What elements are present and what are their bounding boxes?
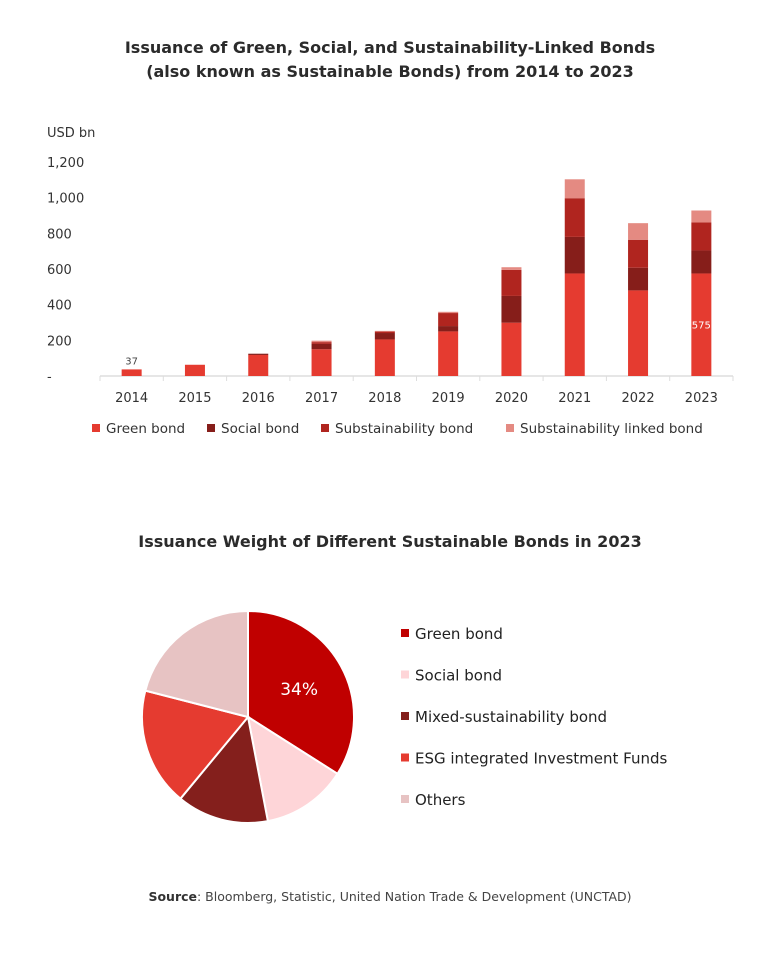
pie-label: 34%: [280, 680, 318, 700]
bar-2018-social-bond: [374, 333, 395, 340]
bar-2023-green-bond: [691, 273, 712, 376]
y-axis-label: USD bn: [47, 126, 95, 141]
bar-2017-social-bond: [311, 343, 332, 350]
y-tick-label: 1,200: [47, 156, 84, 171]
pie-slice-mixed-sustainability-bond: [179, 714, 270, 824]
bar-2016-green-bond: [248, 354, 269, 376]
x-tick-label: 2014: [115, 391, 148, 406]
y-tick-label: 400: [47, 299, 72, 314]
x-tick-label: 2018: [368, 391, 401, 406]
x-tick-label: 2020: [495, 391, 528, 406]
bar-chart-title: Issuance of Green, Social, and Sustainab…: [0, 36, 780, 84]
pie-chart-title: Issuance Weight of Different Sustainable…: [138, 532, 642, 551]
bar-2020-social-bond: [501, 295, 522, 323]
bar-2020-green-bond: [501, 322, 522, 376]
bar-2019-substainability-bond: [438, 313, 459, 327]
bar-2015-green-bond: [184, 364, 205, 376]
x-tick-label: 2016: [242, 391, 275, 406]
bar-2022-substainability-bond: [628, 239, 649, 268]
source-note: Source: Bloomberg, Statistic, United Nat…: [0, 889, 780, 904]
bar-2022-green-bond: [628, 290, 649, 376]
bar-2020-substainability-bond: [501, 269, 522, 296]
pie-legend-swatch: [401, 670, 409, 679]
bar-2023-substainability-linked-bond: [691, 210, 712, 223]
pie-slice-social-bond: [246, 714, 339, 823]
x-tick-label: 2017: [305, 391, 338, 406]
x-tick-label: 2015: [178, 391, 211, 406]
y-tick-label: 600: [47, 263, 72, 278]
bar-2016-social-bond: [248, 353, 269, 355]
bar-title-line2: (also known as Sustainable Bonds) from 2…: [146, 62, 634, 81]
pie-legend-swatch: [401, 753, 409, 762]
bar-2020-substainability-linked-bond: [501, 267, 522, 270]
legend-label-0: Green bond: [106, 421, 185, 437]
pie-legend-swatch: [401, 629, 409, 637]
legend-swatch: [506, 424, 514, 432]
bar-title-line1: Issuance of Green, Social, and Sustainab…: [124, 38, 656, 57]
bar-2019-substainability-linked-bond: [438, 311, 459, 314]
pie-slice-others: [144, 609, 249, 719]
x-tick-label: 2022: [622, 391, 655, 406]
bar-2021-substainability-bond: [564, 198, 585, 237]
data-label: 37: [125, 356, 138, 367]
x-tick-label: 2021: [558, 391, 591, 406]
y-tick-label: -: [47, 370, 52, 385]
legend-swatch: [92, 424, 100, 432]
pie-legend-label: Social bond: [415, 667, 502, 685]
bar-2017-substainability-bond: [311, 342, 332, 344]
legend-label-3: Substainability linked bond: [520, 421, 703, 437]
bar-2023-social-bond: [691, 250, 712, 274]
pie-legend-label: ESG integrated Investment Funds: [415, 750, 668, 768]
legend-swatch: [207, 424, 215, 432]
bar-2018-green-bond: [374, 339, 395, 376]
legend-swatch: [321, 424, 329, 432]
bar-2017-substainability-linked-bond: [311, 340, 332, 343]
bar-2021-social-bond: [564, 236, 585, 274]
pie-legend-label: Mixed-sustainability bond: [415, 708, 607, 726]
x-tick-label: 2023: [685, 391, 718, 406]
pie-legend-swatch: [401, 795, 409, 803]
legend-label-1: Social bond: [221, 421, 299, 437]
bar-2017-green-bond: [311, 349, 332, 376]
bar-2014-green-bond: [121, 369, 142, 376]
y-tick-label: 800: [47, 227, 72, 242]
bar-2022-social-bond: [628, 267, 649, 291]
pie-legend-swatch: [401, 712, 409, 720]
bar-2019-social-bond: [438, 326, 459, 332]
bar-2023-substainability-bond: [691, 222, 712, 251]
y-tick-label: 200: [47, 334, 72, 349]
source-label: Source: [148, 889, 197, 904]
x-tick-label: 2019: [432, 391, 465, 406]
pie-slice-esg-integrated-investment-funds: [141, 689, 250, 801]
data-label: 575: [692, 321, 711, 332]
bar-2019-green-bond: [438, 331, 459, 376]
pie-legend-label: Others: [415, 791, 466, 809]
source-text: : Bloomberg, Statistic, United Nation Tr…: [197, 889, 632, 904]
bar-2021-substainability-linked-bond: [564, 179, 585, 199]
y-tick-label: 1,000: [47, 192, 84, 207]
bar-2021-green-bond: [564, 273, 585, 376]
bar-2022-substainability-linked-bond: [628, 223, 649, 240]
pie-legend-label: Green bond: [415, 625, 503, 643]
bar-2018-substainability-bond: [374, 331, 395, 334]
bar-2018-substainability-linked-bond: [374, 330, 395, 332]
legend-label-2: Substainability bond: [335, 421, 473, 437]
